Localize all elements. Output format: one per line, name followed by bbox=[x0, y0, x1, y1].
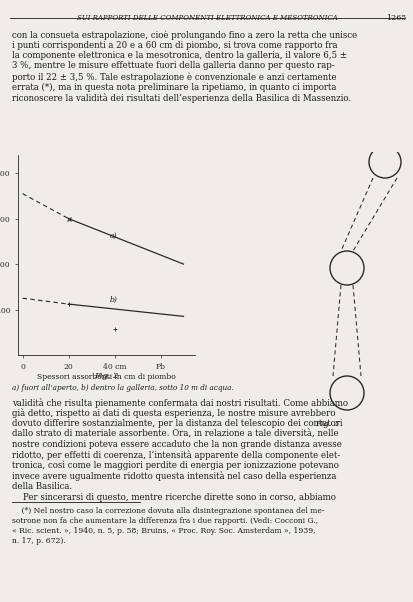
Text: dallo strato di materiale assorbente. Ora, in relazione a tale diversità, nelle: dallo strato di materiale assorbente. Or… bbox=[12, 429, 338, 439]
Text: « Ric. scient. », 1940, n. 5, p. 58; Bruins, « Proc. Roy. Soc. Amsterdam », 1939: « Ric. scient. », 1940, n. 5, p. 58; Bru… bbox=[12, 527, 315, 535]
Text: della Basilica.: della Basilica. bbox=[12, 482, 72, 491]
Text: già detto, rispetto ai dati di questa esperienza, le nostre misure avrebbero: già detto, rispetto ai dati di questa es… bbox=[12, 409, 335, 418]
X-axis label: Spessori assorbenti in cm di piombo: Spessori assorbenti in cm di piombo bbox=[37, 373, 176, 382]
Text: dovuto differire sostanzialmente, per la distanza del telescopio dei contatori: dovuto differire sostanzialmente, per la… bbox=[12, 419, 342, 428]
Text: Per sincerarsi di questo, mentre ricerche dirette sono in corso, abbiamo: Per sincerarsi di questo, mentre ricerch… bbox=[12, 492, 335, 501]
Text: porto il 22 ± 3,5 %. Tale estrapolazione è convenzionale e anzi certamente: porto il 22 ± 3,5 %. Tale estrapolazione… bbox=[12, 72, 336, 81]
Text: 1265: 1265 bbox=[385, 14, 405, 22]
Text: i punti corrispondenti a 20 e a 60 cm di piombo, si trova come rapporto fra: i punti corrispondenti a 20 e a 60 cm di… bbox=[12, 40, 337, 49]
Text: n. 17, p. 672).: n. 17, p. 672). bbox=[12, 537, 66, 545]
Text: b): b) bbox=[110, 296, 118, 304]
Text: la componente elettronica e la mesotronica, dentro la galleria, il valore 6,5 ±: la componente elettronica e la mesotroni… bbox=[12, 51, 346, 60]
Text: invece avere ugualmente ridotto questa intensità nel caso della esperienza: invece avere ugualmente ridotto questa i… bbox=[12, 471, 336, 482]
Text: con la consueta estrapolazione, cioè prolungando fino a zero la retta che unisce: con la consueta estrapolazione, cioè pro… bbox=[12, 30, 356, 40]
Text: validità che risulta pienamente confermata dai nostri risultati. Come abbiamo: validità che risulta pienamente conferma… bbox=[12, 398, 347, 408]
Text: Fig. 2: Fig. 2 bbox=[94, 372, 119, 380]
Text: nostre condizioni poteva essere accaduto che la non grande distanza avesse: nostre condizioni poteva essere accaduto… bbox=[12, 440, 341, 449]
Text: a) fuori all’aperto, b) dentro la galleria, sotto 10 m di acqua.: a) fuori all’aperto, b) dentro la galler… bbox=[12, 384, 234, 392]
Text: sotrone non fa che aumentare la differenza fra i due rapporti. (Vedi: Cocconi G.: sotrone non fa che aumentare la differen… bbox=[12, 517, 317, 525]
Text: errata (*), ma in questa nota preliminare la ripetiamo, in quanto ci importa: errata (*), ma in questa nota preliminar… bbox=[12, 82, 336, 92]
Text: SUI RAPPORTI DELLE COMPONENTI ELETTRONICA E MESOTRONICA: SUI RAPPORTI DELLE COMPONENTI ELETTRONIC… bbox=[76, 14, 337, 22]
Text: 3 %, mentre le misure effettuate fuori della galleria danno per questo rap-: 3 %, mentre le misure effettuate fuori d… bbox=[12, 61, 334, 70]
Text: tronica, così come le maggiori perdite di energia per ionizzazione potevano: tronica, così come le maggiori perdite d… bbox=[12, 461, 338, 471]
Text: (*) Nel nostro caso la correzione dovuta alla disintegrazione spontanea del me-: (*) Nel nostro caso la correzione dovuta… bbox=[12, 507, 324, 515]
Text: a): a) bbox=[110, 232, 117, 240]
Text: riconoscere la validità dei risultati dell’esperienza della Basilica di Massenzi: riconoscere la validità dei risultati de… bbox=[12, 93, 350, 103]
Text: ridotto, per effetti di coerenza, l’intensità apparente della componente elet-: ridotto, per effetti di coerenza, l’inte… bbox=[12, 450, 339, 461]
Text: Fig. 3: Fig. 3 bbox=[314, 420, 338, 428]
